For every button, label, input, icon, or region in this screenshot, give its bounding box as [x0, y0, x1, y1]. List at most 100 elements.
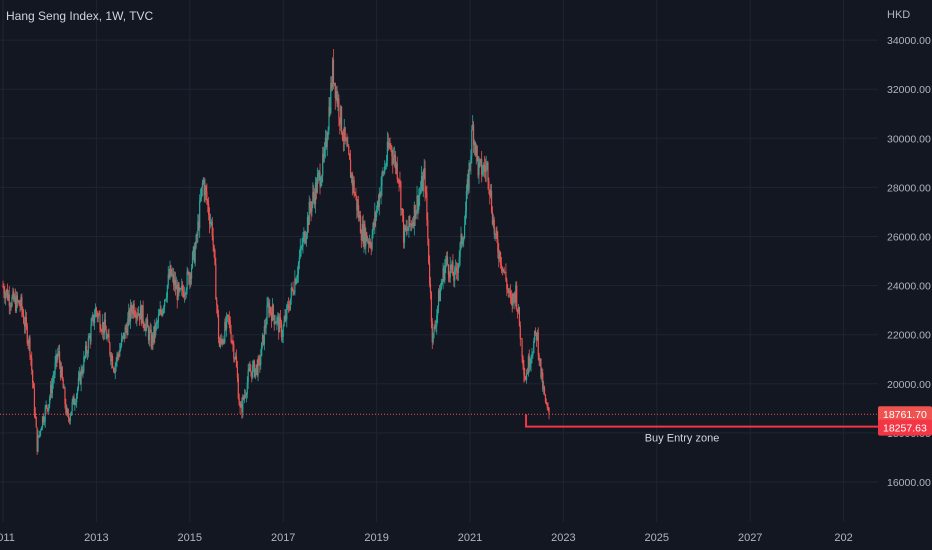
candle: [224, 318, 226, 344]
candle: [326, 131, 328, 157]
candle: [457, 263, 459, 281]
candle: [30, 354, 32, 366]
candle: [458, 250, 460, 269]
candle: [547, 402, 549, 412]
candle: [389, 137, 391, 151]
candle: [120, 342, 122, 352]
candle: [288, 300, 291, 312]
candle: [227, 314, 230, 325]
candle: [167, 266, 169, 289]
candle: [275, 321, 277, 324]
candle: [168, 268, 170, 280]
candle: [301, 237, 303, 251]
candle: [127, 312, 129, 336]
candle: [438, 284, 441, 302]
candle: [153, 326, 155, 345]
candle: [157, 308, 159, 329]
candle: [96, 310, 98, 323]
candle: [31, 351, 33, 375]
candle: [376, 200, 379, 213]
candle: [181, 278, 183, 296]
y-tick-label: 22000.00: [887, 330, 931, 342]
candle: [256, 359, 258, 378]
candle: [147, 324, 150, 345]
candle: [528, 349, 530, 373]
candle: [282, 324, 284, 344]
candle: [208, 207, 211, 234]
candle: [463, 235, 465, 248]
candle: [276, 315, 278, 331]
candle: [318, 169, 320, 181]
candle: [542, 368, 544, 392]
candle: [296, 275, 298, 285]
candle: [229, 316, 231, 334]
candle: [270, 306, 272, 316]
candle: [240, 400, 242, 408]
candle: [272, 303, 274, 321]
candle: [287, 297, 290, 313]
candle: [328, 96, 330, 135]
candle: [465, 184, 468, 219]
candle: [86, 350, 89, 360]
candle: [363, 220, 365, 253]
candle: [191, 250, 194, 269]
candle: [360, 229, 362, 248]
candle: [15, 291, 18, 313]
candle: [56, 353, 58, 368]
candle: [314, 176, 317, 214]
candle: [206, 183, 208, 205]
candle: [341, 130, 344, 142]
candle: [254, 368, 256, 380]
candle: [478, 156, 480, 184]
candle: [367, 235, 369, 244]
candle: [241, 397, 243, 419]
candle: [214, 248, 216, 266]
candle: [388, 137, 390, 150]
candle: [198, 214, 200, 232]
candle: [372, 221, 374, 239]
candle: [409, 214, 411, 228]
candle: [141, 305, 143, 324]
candle: [187, 268, 189, 276]
candle: [520, 338, 522, 340]
candle: [472, 120, 475, 153]
candle: [246, 376, 248, 399]
y-tick-label: 32000.00: [887, 84, 931, 96]
candles: [2, 49, 550, 455]
candle: [126, 322, 128, 339]
candle: [441, 279, 443, 286]
candle: [447, 264, 450, 283]
candle: [358, 195, 360, 222]
candle: [289, 298, 291, 311]
candle: [129, 307, 131, 325]
candle: [125, 323, 127, 334]
candle: [369, 238, 371, 249]
candle: [453, 271, 455, 287]
candle: [444, 259, 446, 284]
candle: [535, 332, 538, 347]
candle: [220, 333, 222, 345]
candle: [538, 352, 540, 366]
candle: [451, 260, 453, 274]
candle: [134, 310, 136, 318]
candle: [215, 257, 217, 300]
candle: [76, 386, 79, 399]
candle: [221, 338, 223, 347]
candle: [411, 217, 414, 229]
candle: [25, 311, 27, 330]
candle: [41, 426, 43, 431]
candle: [435, 319, 437, 332]
time-axis[interactable]: 2011 2013 2015 2017 2019 2021 2023 2025 2027 202: [0, 532, 853, 544]
candle: [115, 357, 117, 372]
zone-price-label: 18257.63: [883, 423, 927, 435]
current-price-label: 18761.70: [883, 409, 927, 421]
candle: [281, 329, 283, 343]
candle: [287, 300, 289, 310]
candle: [537, 327, 539, 361]
zone-price-badge: 18257.63: [878, 419, 932, 436]
candle: [513, 292, 515, 304]
candle: [297, 260, 300, 283]
candle: [174, 271, 177, 296]
candle: [148, 326, 150, 347]
